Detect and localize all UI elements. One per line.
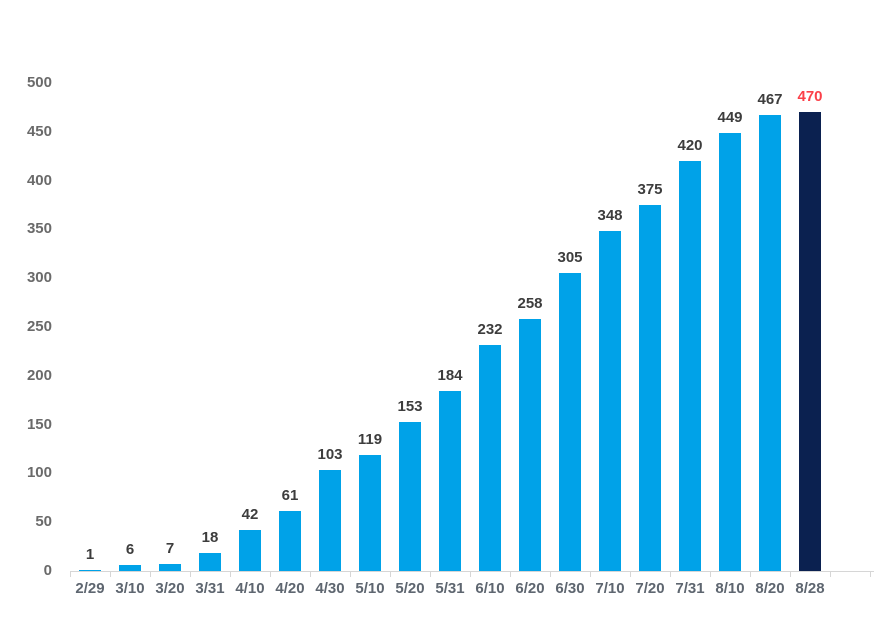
bar-value-label: 470 [797,88,823,105]
x-axis-tick [790,571,791,577]
bar [359,455,381,571]
bar-value-label: 61 [281,487,299,504]
x-axis-line [70,571,874,572]
x-axis-tick [190,571,191,577]
x-axis-category-label: 8/28 [795,580,825,597]
y-axis-tick-label: 250 [26,318,52,335]
bar-value-label: 467 [757,91,783,108]
x-axis-category-label: 4/20 [275,580,305,597]
y-axis-tick-label: 100 [26,464,52,482]
x-axis-tick [230,571,231,577]
x-axis-tick [430,571,431,577]
x-axis-category-label: 7/10 [595,580,625,597]
bar [239,530,261,571]
bar-value-label: 184 [437,367,463,384]
x-axis-category-label: 8/10 [715,580,745,597]
bar [199,553,221,571]
bar-value-label: 18 [201,529,219,546]
x-axis-tick [150,571,151,577]
bar-value-label: 305 [557,249,583,266]
x-axis-tick [590,571,591,577]
bar-value-label: 153 [397,398,423,415]
bar-value-label: 420 [677,137,703,154]
x-axis-tick [70,571,71,577]
y-axis-tick-label: 500 [26,74,52,91]
x-axis-tick [550,571,551,577]
x-axis-tick [670,571,671,577]
x-axis-category-label: 7/20 [635,580,665,597]
x-axis-category-label: 5/31 [435,580,465,597]
y-axis-tick-label: 0 [43,562,52,579]
bar [639,205,661,571]
bar-value-label: 7 [165,540,175,557]
y-axis-tick-label: 450 [26,122,52,140]
x-axis-category-label: 4/10 [235,580,265,597]
x-axis-category-label: 4/30 [315,580,345,597]
x-axis-tick [870,571,871,577]
x-axis-category-label: 3/10 [115,580,145,597]
bar [399,422,421,571]
x-axis-tick [110,571,111,577]
bar [119,565,141,571]
bar-value-label: 348 [597,207,623,224]
x-axis-tick [470,571,471,577]
x-axis-category-label: 3/20 [155,580,185,597]
bar [559,273,581,571]
bar-value-label: 119 [357,431,383,448]
bar-value-label: 1 [85,546,95,563]
x-axis-category-label: 2/29 [75,580,105,597]
x-axis-category-label: 3/31 [195,580,225,597]
x-axis-tick [310,571,311,577]
x-axis-tick [830,571,831,577]
bar [599,231,621,571]
y-axis-tick-label: 200 [26,366,52,384]
bar [319,470,341,571]
x-axis-category-label: 8/20 [755,580,785,597]
x-axis-category-label: 6/10 [475,580,505,597]
x-axis-category-label: 6/20 [515,580,545,597]
bar-value-label: 375 [637,181,663,198]
bar-value-label: 42 [241,506,259,523]
x-axis-tick [510,571,511,577]
bar [479,345,501,571]
x-axis-tick [390,571,391,577]
y-axis-tick-label: 400 [26,171,52,189]
bar [799,112,821,571]
bar [279,511,301,571]
bar-value-label: 449 [717,109,743,126]
x-axis-tick [750,571,751,577]
bar [719,133,741,571]
bar [439,391,461,571]
y-axis-tick-label: 350 [26,220,52,238]
bar-value-label: 103 [317,446,343,463]
bar [79,570,101,571]
bar-value-label: 258 [517,295,543,312]
y-axis-tick-label: 50 [35,513,52,531]
x-axis-tick [270,571,271,577]
bar-value-label: 232 [477,321,503,338]
bar-value-label: 6 [125,541,135,558]
x-axis-category-label: 5/20 [395,580,425,597]
x-axis-category-label: 5/10 [355,580,385,597]
x-axis-tick [710,571,711,577]
x-axis-tick [630,571,631,577]
bar [759,115,781,571]
bar [679,161,701,571]
bar [519,319,541,571]
y-axis-tick-label: 300 [26,269,52,287]
x-axis-tick [350,571,351,577]
x-axis-category-label: 7/31 [675,580,705,597]
x-axis-category-label: 6/30 [555,580,585,597]
bar [159,564,181,571]
y-axis-tick-label: 150 [26,415,52,433]
